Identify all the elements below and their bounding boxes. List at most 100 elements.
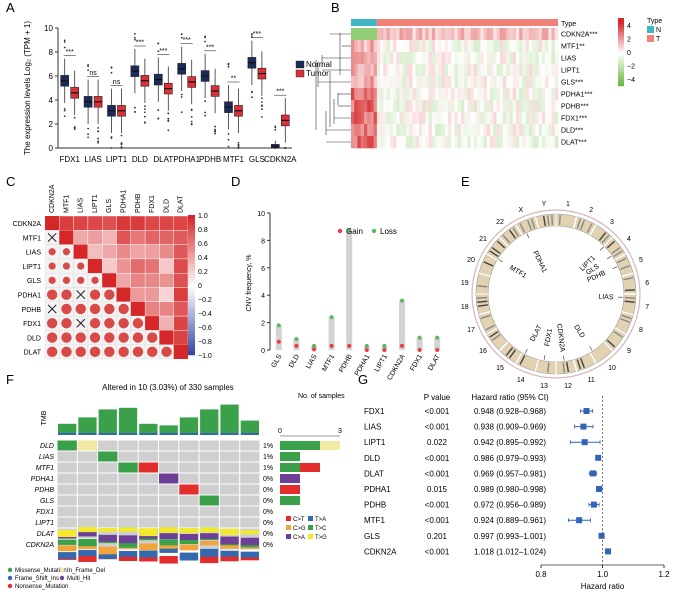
panel-c-correlation: CDKN2A CDKN2A MTF1 MTF1 LIAS LIAS LIPT1 LIPT1 GL… xyxy=(13,184,212,360)
chromosome-band xyxy=(617,257,627,264)
substitution-bar xyxy=(240,530,259,535)
heatmap-cell xyxy=(383,76,387,89)
colorbar-segment xyxy=(618,68,624,71)
substitution-bar xyxy=(78,531,97,537)
gene-name: DLAT xyxy=(364,469,384,478)
heatmap-cell xyxy=(422,28,426,41)
heatmap-cell xyxy=(538,100,543,113)
heatmap-cell xyxy=(512,76,517,89)
row-label: FDX1*** xyxy=(561,116,587,123)
chromosome-gap xyxy=(534,216,540,229)
diagonal-cell xyxy=(59,230,74,245)
mutation-cell xyxy=(118,462,138,473)
percent-label: 1% xyxy=(263,443,273,450)
chromosome-gap xyxy=(515,224,523,236)
heatmap-cell xyxy=(367,76,371,89)
chromosome-gap xyxy=(603,341,614,352)
heatmap-cell xyxy=(370,124,374,137)
outlier-dot xyxy=(144,105,146,108)
outlier-dot xyxy=(237,141,240,144)
heatmap-cell xyxy=(354,64,358,77)
heatmap-cell xyxy=(425,40,429,53)
significance-label: *** xyxy=(276,89,284,96)
row-label: CDKN2A xyxy=(13,221,42,228)
colorbar-segment xyxy=(188,267,195,272)
colorbar-segment xyxy=(188,278,195,282)
gene-tick xyxy=(589,346,593,351)
heatmap-cell xyxy=(412,124,416,137)
heatmap-cell xyxy=(535,64,539,77)
outlier-dot xyxy=(110,147,113,149)
heatmap-cell xyxy=(393,136,397,149)
colorbar-segment xyxy=(188,309,195,314)
heatmap-cell xyxy=(454,100,459,113)
heatmap-cell xyxy=(519,124,523,137)
heatmap-cell xyxy=(422,64,426,77)
outlier-dot xyxy=(190,123,193,126)
p-value: <0.001 xyxy=(425,547,450,556)
chromosome-label: 20 xyxy=(467,257,475,264)
heatmap-cell xyxy=(519,112,523,125)
heatmap-cell xyxy=(503,76,507,89)
heatmap-cell xyxy=(438,52,442,65)
correlation-cell xyxy=(101,230,117,245)
heatmap-cell xyxy=(412,88,416,101)
cnv-bar xyxy=(399,300,405,350)
outlier-dot xyxy=(97,127,99,129)
heatmap-cell xyxy=(383,28,387,41)
gene-label: DLD xyxy=(40,443,54,450)
row-label: MTF1 xyxy=(23,235,41,242)
heatmap-cell xyxy=(473,40,478,53)
gene-name: CDKN2A xyxy=(364,547,397,556)
heatmap-cell xyxy=(519,28,523,41)
x-tick-label: CDKN2A xyxy=(264,155,297,164)
colorbar-segment xyxy=(618,64,624,67)
panel-g-letter: G xyxy=(358,372,368,387)
correlation-cell xyxy=(116,273,132,288)
heatmap-cell xyxy=(451,40,455,53)
chromosome-gap xyxy=(572,359,578,372)
x-tick-label: CDKN2A xyxy=(386,353,406,381)
chromosome-label: 11 xyxy=(588,377,595,384)
significance-circle xyxy=(161,346,172,358)
panel-e-letter: E xyxy=(461,174,470,189)
panel-b-letter: B xyxy=(331,0,340,15)
colorbar-segment xyxy=(188,236,195,240)
heatmap-cell xyxy=(441,64,446,77)
correlation-cell xyxy=(116,258,132,274)
heatmap-cell xyxy=(402,112,407,125)
heatmap-cell xyxy=(548,64,552,77)
significance-label: *** xyxy=(183,37,191,44)
heatmap-cell xyxy=(425,28,429,41)
heatmap-cell xyxy=(363,100,368,113)
substitution-bar xyxy=(240,556,259,561)
heatmap-cell xyxy=(551,124,556,137)
heatmap-cell xyxy=(470,100,475,113)
heatmap-cell xyxy=(405,100,410,113)
substitution-bar xyxy=(240,537,259,546)
outlier-dot xyxy=(261,97,263,100)
p-value: <0.001 xyxy=(425,454,450,463)
significance-circle xyxy=(61,346,72,358)
chromosome-band xyxy=(566,362,570,373)
outlier-dot xyxy=(214,132,217,135)
heatmap-cell xyxy=(441,112,446,125)
heatmap-cell xyxy=(389,136,394,149)
heatmap-cell xyxy=(473,52,478,65)
colorbar-tick-label: −0.6 xyxy=(198,325,212,332)
heatmap-cell xyxy=(454,124,459,137)
heatmap-cell xyxy=(360,64,365,77)
tmb-bar-segment xyxy=(159,433,178,435)
heatmap-cell xyxy=(525,64,530,77)
heatmap-cell xyxy=(499,52,504,65)
heatmap-cell xyxy=(441,52,446,65)
heatmap-cell xyxy=(490,52,494,65)
significance-circle xyxy=(75,346,86,358)
colorbar-tick-label: 0 xyxy=(627,50,631,57)
p-value: <0.001 xyxy=(425,469,450,478)
outlier-dot xyxy=(167,120,170,123)
chromosome-label: 10 xyxy=(608,365,616,372)
chromosome-band xyxy=(611,246,621,255)
diagonal-cell xyxy=(73,244,88,259)
significance-label: *** xyxy=(66,49,74,56)
